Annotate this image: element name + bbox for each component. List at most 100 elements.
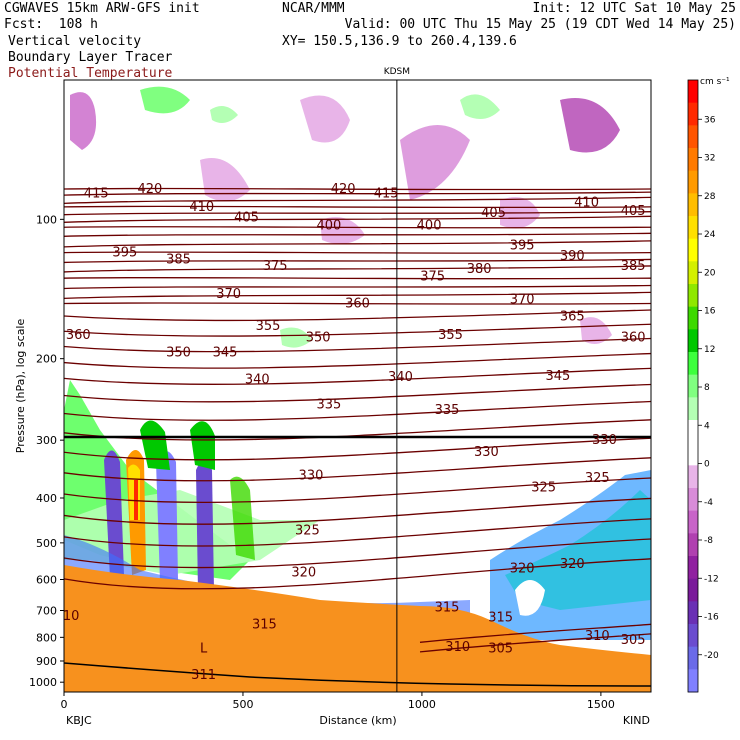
isentrope-lower xyxy=(64,383,651,403)
colorbar-swatch xyxy=(688,556,698,580)
velocity-wave-green-3 xyxy=(230,476,255,560)
colorbar-tick-label: 16 xyxy=(704,307,716,317)
theta-label: 370 xyxy=(216,287,241,302)
colorbar-swatch xyxy=(688,465,698,489)
theta-label: 395 xyxy=(510,239,535,254)
colorbar-swatch xyxy=(688,510,698,534)
colorbar-tick-label: 8 xyxy=(704,383,710,393)
colorbar-swatch xyxy=(688,442,698,466)
isentrope-upper xyxy=(64,211,651,216)
theta-label: 405 xyxy=(234,210,259,225)
isentrope-upper xyxy=(64,187,651,191)
colorbar-swatch xyxy=(688,148,698,172)
velocity-wave-green-upper-1 xyxy=(140,86,190,114)
isentrope-lower xyxy=(64,323,651,337)
y-tick-label: 400 xyxy=(36,492,57,505)
vertical-velocity-field xyxy=(64,86,620,592)
colorbar-swatch xyxy=(688,352,698,376)
theta-label: 420 xyxy=(331,182,356,197)
isentrope-upper xyxy=(64,191,651,196)
theta-label: 311 xyxy=(191,668,216,683)
colorbar-swatch xyxy=(688,420,698,444)
colorbar-swatch xyxy=(688,578,698,602)
isentrope-upper xyxy=(64,225,651,229)
theta-label: 335 xyxy=(316,397,341,412)
colorbar-tick-label: -4 xyxy=(704,498,713,508)
init-time: Init: 12 UTC Sat 10 May 25 xyxy=(532,1,737,16)
theta-labels: 415 420 410 405 420 415 400 400 405 410 405 395 385 3… xyxy=(63,182,646,683)
colorbar: 36 32 28 24 20 16 12 8 4 0 -4 -8 -12 -16 -20 xyxy=(687,79,719,693)
theta-label: 350 xyxy=(306,330,331,345)
theta-label: 415 xyxy=(84,187,109,202)
theta-label: 320 xyxy=(510,561,535,576)
theta-label: 355 xyxy=(256,319,281,334)
theta-label: 315 xyxy=(435,601,460,616)
velocity-wave-green-upper-4 xyxy=(280,327,312,348)
velocity-wave-green-upper-2 xyxy=(460,94,500,119)
colorbar-swatch xyxy=(688,397,698,421)
theta-label: 395 xyxy=(112,246,137,261)
velocity-band-green-mid xyxy=(64,490,320,575)
colorbar-swatch xyxy=(688,170,698,194)
theta-label: 10 xyxy=(63,609,80,624)
theta-label: 310 xyxy=(585,629,610,644)
velocity-wave-pink-5 xyxy=(200,158,250,202)
isentrope-lower xyxy=(64,518,651,547)
theta-label: 330 xyxy=(299,469,324,484)
velocity-wave-pink-3 xyxy=(400,125,470,200)
theta-label: 340 xyxy=(245,373,270,388)
field-vertical-velocity: Vertical velocity xyxy=(8,34,142,49)
colorbar-frame xyxy=(687,79,699,693)
y-tick-label: 600 xyxy=(36,574,57,587)
theta-label: 340 xyxy=(388,370,413,385)
theta-label: L xyxy=(200,641,208,656)
y-axis-ticks: 100 200 300 400 500 600 700 800 900 1000 xyxy=(29,213,64,689)
isentrope-upper xyxy=(64,284,651,290)
velocity-wave-pink-2 xyxy=(300,95,350,143)
isentrope-lower xyxy=(64,367,651,385)
colorbar-swatch xyxy=(688,624,698,648)
theta-label: 305 xyxy=(488,641,513,656)
colorbar-tick-label: 32 xyxy=(704,154,715,164)
cross-section-endpoints: XY= 150.5,136.9 to 260.4,139.6 xyxy=(282,34,517,49)
velocity-plume-1 xyxy=(104,450,124,578)
field-potential-temperature: Potential Temperature xyxy=(8,66,173,81)
y-axis-label: Pressure (hPa), log scale xyxy=(14,319,27,454)
velocity-wave-green-upper-3 xyxy=(210,106,238,124)
y-tick-label: 1000 xyxy=(29,676,57,689)
theta-label: 365 xyxy=(560,309,585,324)
velocity-wave-green-2 xyxy=(190,421,215,470)
velocity-wave-red xyxy=(134,480,138,520)
theta-label: 410 xyxy=(574,196,599,211)
x-tick-label: 1500 xyxy=(587,698,615,711)
colorbar-swatch xyxy=(688,238,698,262)
colorbar-swatch xyxy=(688,488,698,512)
theta-label: 360 xyxy=(66,328,91,343)
colorbar-swatch xyxy=(688,533,698,557)
colorbar-swatch xyxy=(688,216,698,240)
colorbar-swatch xyxy=(688,601,698,625)
theta-label: 415 xyxy=(374,187,399,202)
colorbar-unit: cm s⁻¹ xyxy=(700,77,730,87)
velocity-wave-pink-1 xyxy=(70,92,97,150)
isentrope-upper xyxy=(64,240,651,248)
isentrope-lower xyxy=(64,497,651,525)
forecast-hour: Fcst: 108 h xyxy=(4,17,98,32)
velocity-wave-pink-8 xyxy=(580,317,612,344)
theta-label: 335 xyxy=(435,403,460,418)
theta-label: 405 xyxy=(481,206,506,221)
colorbar-swatch xyxy=(688,329,698,353)
isentrope-lower xyxy=(64,309,651,322)
isentrope-lower xyxy=(64,437,651,461)
colorbar-tick-label: -16 xyxy=(704,613,719,623)
theta-label: 390 xyxy=(560,249,585,264)
isentrope-lower xyxy=(64,477,651,504)
theta-label: 360 xyxy=(345,297,370,312)
right-endpoint-label: KIND xyxy=(623,714,650,727)
theta-label: 400 xyxy=(417,218,442,233)
isentrope-upper xyxy=(64,232,651,237)
theta-label: 370 xyxy=(510,292,535,307)
colorbar-tick-label: 4 xyxy=(704,421,710,431)
theta-label: 375 xyxy=(263,259,288,274)
